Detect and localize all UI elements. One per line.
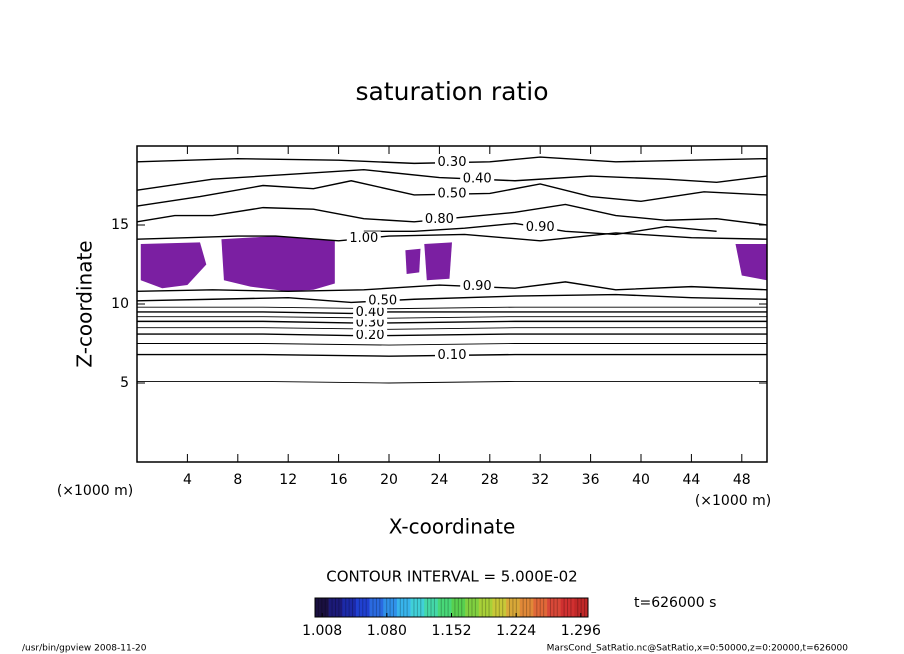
y-unit: (×1000 m)	[57, 483, 133, 499]
contour-line	[136, 156, 768, 165]
colorbar-tick-label: 1.008	[302, 623, 342, 639]
contour-label-bg	[346, 231, 381, 246]
contour-line	[137, 306, 767, 310]
colorbar-swatch	[574, 598, 589, 617]
colorbar-swatch	[396, 598, 411, 617]
contour-line	[137, 320, 767, 324]
colorbar-swatch	[410, 598, 425, 617]
shaded-region	[424, 242, 452, 281]
footer-left: /usr/bin/gpview 2008-11-20	[22, 644, 147, 654]
footer-right: MarsCond_SatRatio.nc@SatRatio,x=0:50000,…	[547, 644, 849, 654]
contour-line	[136, 281, 768, 293]
contour-line	[137, 380, 767, 384]
contour-label: 1.00	[349, 231, 378, 246]
contour-line	[136, 293, 768, 304]
contour-label: 0.90	[526, 220, 555, 235]
shaded-region	[735, 243, 767, 281]
contour-interval: CONTOUR INTERVAL = 5.000E-02	[326, 568, 577, 586]
x-tick-label: 40	[632, 472, 650, 488]
x-tick-label: 4	[183, 472, 192, 488]
y-tick-label: 5	[120, 375, 129, 391]
contour-label-bg	[460, 279, 495, 294]
colorbar-swatch	[492, 598, 507, 617]
colorbar-tick-label: 1.224	[496, 623, 536, 639]
x-tick-label: 48	[733, 472, 751, 488]
chart-title: saturation ratio	[355, 77, 548, 106]
x-tick-label: 32	[531, 472, 549, 488]
colorbar-swatch	[315, 598, 329, 617]
y-axis-label: Z-coordinate	[73, 240, 97, 367]
y-tick-label: 15	[111, 217, 129, 233]
colorbar-tick-label: 1.080	[367, 623, 407, 639]
x-tick-label: 20	[380, 472, 398, 488]
contour-label-bg	[353, 328, 388, 343]
colorbar-swatch	[478, 598, 493, 617]
colorbar-swatch	[465, 598, 480, 617]
contour-label: 0.50	[368, 293, 397, 308]
colorbar-swatch	[328, 598, 343, 617]
contour-label: 0.40	[356, 305, 385, 320]
colorbar-swatch	[369, 598, 384, 617]
contour-line	[137, 343, 767, 346]
x-unit: (×1000 m)	[695, 493, 771, 509]
colorbar-swatch	[355, 598, 370, 617]
x-tick-label: 24	[430, 472, 448, 488]
contour-label: 0.20	[356, 328, 385, 343]
contour-label: 0.50	[438, 187, 467, 202]
contour-label-bg	[422, 212, 457, 227]
y-tick-label: 10	[111, 296, 129, 312]
colorbar-swatch	[383, 598, 398, 617]
contour-label: 0.10	[438, 348, 467, 363]
contour-label: 0.80	[425, 212, 454, 227]
colorbar-swatch	[342, 598, 357, 617]
x-tick-label: 44	[682, 472, 700, 488]
contour-label: 0.30	[438, 155, 467, 170]
contour-label-bg	[435, 348, 469, 363]
colorbar-tick-label: 1.152	[431, 623, 471, 639]
colorbar-swatch	[451, 598, 466, 617]
colorbar-swatch	[533, 598, 548, 617]
contour-label-bg	[435, 187, 469, 202]
shaded-region	[405, 248, 421, 274]
contour-line	[137, 327, 767, 330]
colorbar-swatch	[519, 598, 534, 617]
colorbar-swatch	[506, 598, 521, 617]
shaded-region	[221, 236, 335, 292]
contour-line	[137, 333, 767, 337]
colorbar-swatch	[437, 598, 452, 617]
contour-label-bg	[435, 155, 469, 170]
colorbar-tick-label: 1.296	[561, 623, 601, 639]
contour-line	[136, 232, 768, 242]
contour-label-bg	[523, 220, 558, 235]
x-tick-label: 12	[279, 472, 297, 488]
contour-label-bg	[353, 305, 388, 320]
contour-line	[137, 311, 767, 315]
colorbar-swatch	[424, 598, 439, 617]
colorbar-swatch	[560, 598, 575, 617]
colorbar-swatch	[547, 598, 561, 617]
time-label: t=626000 s	[634, 595, 716, 611]
x-tick-label: 16	[330, 472, 348, 488]
contour-label: 0.40	[463, 172, 492, 187]
x-axis-label: X-coordinate	[389, 515, 516, 539]
x-tick-label: 8	[233, 472, 242, 488]
contour-label-bg	[460, 172, 495, 187]
contour-label-bg	[365, 293, 400, 308]
shaded-region	[140, 242, 207, 289]
contour-line	[137, 316, 767, 319]
contour-label: 0.90	[463, 279, 492, 294]
x-tick-label: 36	[582, 472, 600, 488]
x-tick-label: 28	[481, 472, 499, 488]
